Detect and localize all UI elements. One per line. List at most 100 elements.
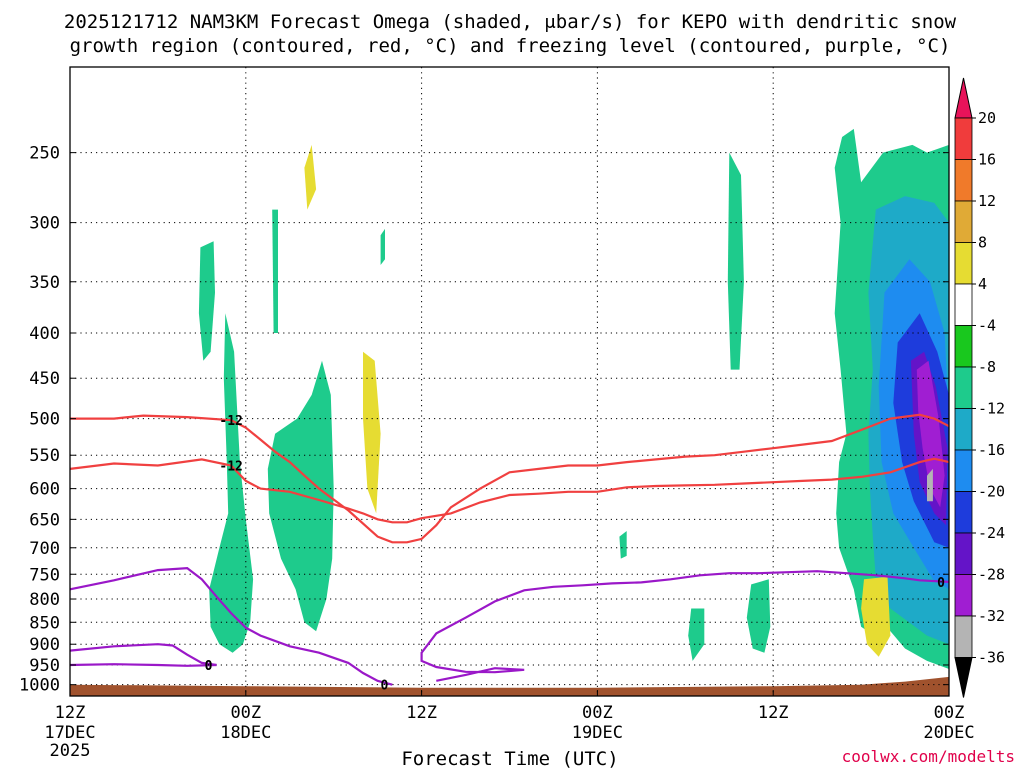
colorbar-box (954, 159, 973, 202)
freezing-level-label: 0 (937, 576, 945, 591)
y-tick-label: 950 (29, 656, 60, 676)
colorbar-label: 4 (978, 275, 987, 293)
colorbar-box (954, 574, 973, 617)
x-tick-date: 18DEC (220, 723, 271, 743)
x-tick-label: 12Z (406, 703, 437, 723)
colorbar-label: -8 (978, 358, 996, 376)
y-tick-label: 250 (29, 144, 60, 164)
colorbar-label: -32 (978, 607, 1005, 625)
x-axis-label: Forecast Time (UTC) (401, 748, 618, 768)
x-tick-date: 17DEC (44, 723, 95, 743)
omega-region (209, 313, 254, 653)
omega-region (272, 209, 278, 333)
plot-frame (69, 66, 950, 697)
freezing-level-contour (69, 643, 217, 667)
y-tick-label: 700 (29, 539, 60, 559)
omega-region (916, 360, 945, 508)
colorbar-box (954, 408, 973, 451)
y-tick-label: 800 (29, 590, 60, 610)
omega-region (253, 635, 277, 667)
omega-region (344, 631, 356, 671)
dgz-contour (70, 413, 950, 544)
omega-region (746, 579, 771, 653)
colorbar-label: 20 (978, 109, 996, 127)
y-axis: 2503003504004505005506006507007508008509… (19, 144, 949, 696)
x-tick-label: 00Z (582, 703, 613, 723)
colorbar-box (954, 283, 973, 326)
x-tick-label: 12Z (55, 703, 86, 723)
y-tick-label: 600 (29, 480, 60, 500)
omega-region (399, 222, 406, 277)
dgz-contour-label: -12 (219, 414, 242, 429)
freezing-level-label: 0 (380, 679, 388, 694)
omega-region (198, 241, 215, 361)
colorbar-box (954, 200, 973, 243)
omega-region (380, 228, 385, 265)
chart-title-line2: growth region (contoured, red, °C) and f… (70, 35, 951, 57)
colorbar-label: 12 (978, 192, 996, 210)
colorbar-label: -24 (978, 524, 1005, 542)
colorbar-label: -36 (978, 649, 1005, 667)
y-tick-label: 500 (29, 410, 60, 430)
colorbar-box (954, 615, 973, 658)
colorbar-label: 16 (978, 151, 996, 169)
y-tick-label: 400 (29, 324, 60, 344)
y-tick-label: 450 (29, 369, 60, 389)
omega-region (304, 144, 317, 210)
credit-text: coolwx.com/modelts (842, 747, 1015, 766)
colorbar-bottom-arrow (954, 657, 973, 698)
omega-region (502, 390, 507, 419)
freezing-level-contour (69, 566, 393, 686)
omega-region (861, 576, 891, 657)
omega-region (742, 472, 774, 548)
colorbar-label: -4 (978, 317, 996, 335)
omega-region (619, 531, 627, 559)
freezing-level-contour (420, 570, 950, 682)
omega-region (254, 303, 261, 352)
colorbar-label: 8 (978, 234, 987, 252)
freezing-level-contour (69, 663, 217, 667)
freezing-level-label: 0 (205, 659, 213, 674)
y-tick-label: 750 (29, 565, 60, 585)
y-tick-label: 850 (29, 613, 60, 633)
gridlines (69, 67, 950, 696)
omega-shading (198, 103, 949, 671)
omega-region (363, 351, 381, 514)
terrain-fill (70, 676, 949, 696)
colorbar-label: -28 (978, 566, 1005, 584)
colorbar-box (954, 325, 973, 368)
y-tick-label: 900 (29, 635, 60, 655)
terrain (70, 676, 949, 696)
omega-region (927, 468, 933, 502)
colorbar-box (954, 491, 973, 534)
y-tick-label: 550 (29, 446, 60, 466)
x-tick-date: 19DEC (572, 723, 623, 743)
omega-region (688, 608, 705, 661)
x-tick-label: 12Z (758, 703, 789, 723)
x-tick-date: 20DEC (923, 723, 974, 743)
colorbar-box (954, 242, 973, 285)
colorbar-box (954, 117, 973, 160)
colorbar-box (954, 532, 973, 575)
colorbar-label: -20 (978, 483, 1005, 501)
colorbar-box (954, 366, 973, 409)
dgz-contour-label: -12 (219, 460, 242, 475)
freezing-level-label: 0 (205, 659, 213, 674)
x-tick-year: 2025 (50, 741, 91, 761)
colorbar-box (954, 449, 973, 492)
colorbar: 20 16 12 8 4 -4 -8 -12 -16 -20 -24 -28 -32 -36 (954, 77, 1005, 698)
colorbar-label: -12 (978, 400, 1005, 418)
dgz-contour (69, 457, 950, 524)
colorbar-label: -16 (978, 441, 1005, 459)
colorbar-top-arrow (954, 77, 973, 119)
omega-region (727, 152, 744, 370)
y-tick-label: 650 (29, 510, 60, 530)
y-tick-label: 350 (29, 273, 60, 293)
x-tick-label: 00Z (230, 703, 261, 723)
chart-title-line1: 2025121712 NAM3KM Forecast Omega (shaded… (64, 11, 957, 33)
y-tick-label: 1000 (19, 676, 60, 696)
x-tick-label: 00Z (934, 703, 965, 723)
